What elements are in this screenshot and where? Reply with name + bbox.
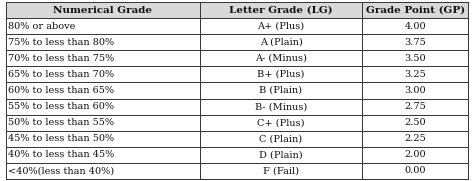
Bar [362,163,468,179]
Bar [200,18,362,34]
Text: 65% to less than 70%: 65% to less than 70% [8,70,114,79]
Bar [362,18,468,34]
Text: Numerical Grade: Numerical Grade [54,6,152,15]
Bar [200,66,362,83]
Text: 2.75: 2.75 [404,102,426,111]
Text: 3.25: 3.25 [404,70,426,79]
Bar [200,147,362,163]
Text: 4.00: 4.00 [404,22,426,31]
Text: B (Plain): B (Plain) [259,86,302,95]
Text: 55% to less than 60%: 55% to less than 60% [8,102,114,111]
Bar [362,147,468,163]
Text: 75% to less than 80%: 75% to less than 80% [8,38,114,47]
Text: F (Fail): F (Fail) [263,166,299,175]
Text: 2.50: 2.50 [404,118,426,127]
Bar [6,50,200,66]
Bar [362,34,468,50]
Text: C (Plain): C (Plain) [259,134,302,143]
Text: 70% to less than 75%: 70% to less than 75% [8,54,114,63]
Text: A (Plain): A (Plain) [260,38,302,47]
Text: 80% or above: 80% or above [8,22,75,31]
Bar [6,34,200,50]
Bar [200,131,362,147]
Text: B+ (Plus): B+ (Plus) [257,70,305,79]
Bar [362,131,468,147]
Text: Grade Point (GP): Grade Point (GP) [365,6,465,15]
Text: B- (Minus): B- (Minus) [255,102,307,111]
Bar [362,83,468,98]
Text: 60% to less than 65%: 60% to less than 65% [8,86,114,95]
Text: <40%(less than 40%): <40%(less than 40%) [8,166,114,175]
Text: 50% to less than 55%: 50% to less than 55% [8,118,114,127]
Text: 3.00: 3.00 [404,86,426,95]
Bar [362,50,468,66]
Bar [362,115,468,131]
Text: A+ (Plus): A+ (Plus) [257,22,304,31]
Text: 3.50: 3.50 [404,54,426,63]
Text: C+ (Plus): C+ (Plus) [257,118,305,127]
Bar [362,66,468,83]
Bar [200,98,362,115]
Bar [6,147,200,163]
Text: 2.25: 2.25 [404,134,426,143]
Bar [6,131,200,147]
Bar [362,2,468,18]
Text: Letter Grade (LG): Letter Grade (LG) [229,6,333,15]
Text: 40% to less than 45%: 40% to less than 45% [8,150,114,159]
Bar [6,163,200,179]
Text: 2.00: 2.00 [404,150,426,159]
Bar [6,98,200,115]
Bar [200,115,362,131]
Bar [200,50,362,66]
Bar [6,115,200,131]
Bar [362,98,468,115]
Bar [6,18,200,34]
Bar [200,34,362,50]
Bar [200,163,362,179]
Text: 0.00: 0.00 [404,166,426,175]
Text: 3.75: 3.75 [404,38,426,47]
Bar [6,2,200,18]
Text: D (Plain): D (Plain) [259,150,303,159]
Bar [200,2,362,18]
Bar [6,66,200,83]
Bar [6,83,200,98]
Text: 45% to less than 50%: 45% to less than 50% [8,134,114,143]
Bar [200,83,362,98]
Text: A- (Minus): A- (Minus) [255,54,307,63]
